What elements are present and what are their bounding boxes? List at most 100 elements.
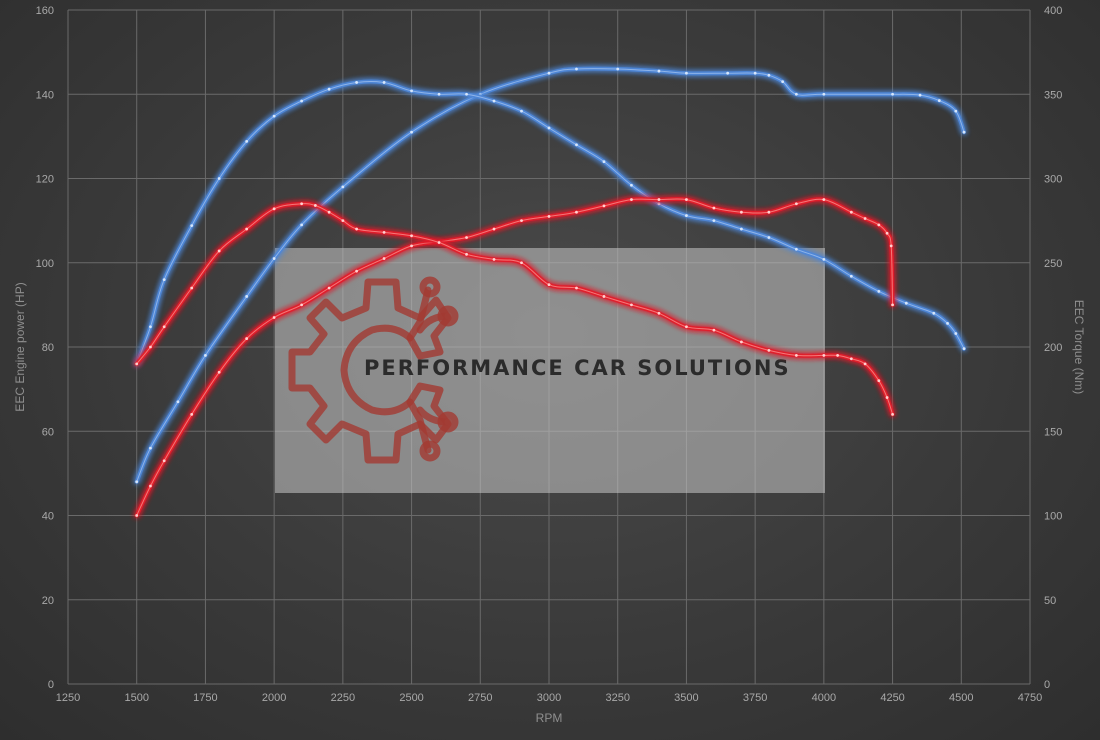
data-point <box>162 459 166 463</box>
series-3-red-right <box>134 201 895 417</box>
data-point <box>245 227 249 231</box>
data-point <box>657 202 661 206</box>
data-point <box>767 73 771 77</box>
data-point <box>272 257 276 260</box>
y-left-tick-label: 100 <box>36 258 54 270</box>
data-point <box>190 413 194 416</box>
series-layer <box>134 66 966 518</box>
y-left-tick-label: 120 <box>36 174 54 186</box>
data-point <box>657 69 661 73</box>
data-point <box>575 143 578 147</box>
data-point <box>313 204 317 207</box>
data-point <box>822 257 826 261</box>
data-point <box>740 340 743 344</box>
x-tick-label: 3250 <box>605 692 629 704</box>
data-point <box>712 219 716 223</box>
data-point <box>355 81 358 84</box>
data-point <box>836 354 839 357</box>
x-tick-label: 1500 <box>124 692 148 704</box>
data-point <box>904 301 908 305</box>
y-right-tick-label: 150 <box>1044 426 1062 438</box>
data-point <box>877 379 881 383</box>
data-point <box>918 93 922 97</box>
data-point <box>849 357 853 361</box>
data-point <box>891 303 894 307</box>
x-tick-label: 1250 <box>56 692 80 704</box>
watermark: PERFORMANCE CAR SOLUTIONS <box>275 248 825 493</box>
data-point <box>492 99 496 103</box>
data-point <box>657 198 661 201</box>
data-point <box>547 126 551 130</box>
data-point <box>492 227 496 231</box>
data-point <box>300 303 304 307</box>
data-point <box>630 198 633 201</box>
data-point <box>300 99 304 103</box>
data-point <box>204 354 207 357</box>
data-point <box>932 311 936 315</box>
data-point <box>863 217 867 220</box>
data-point <box>767 210 771 214</box>
data-point <box>877 223 881 227</box>
series-0-blue-left <box>134 66 966 484</box>
data-point <box>149 446 152 450</box>
data-point <box>781 80 785 84</box>
data-point <box>327 87 331 91</box>
data-point <box>382 257 386 260</box>
x-tick-label: 3500 <box>674 692 698 704</box>
data-point <box>272 207 276 211</box>
data-point <box>410 244 413 248</box>
data-point <box>341 185 345 189</box>
y-left-tick-label: 80 <box>42 342 54 354</box>
data-point <box>794 92 798 96</box>
data-point <box>863 362 867 366</box>
x-tick-label: 1750 <box>193 692 217 704</box>
data-point <box>657 311 661 315</box>
data-point <box>465 92 468 96</box>
axis-ticks: 1250 1500 1750 2000 2250 2500 2750 3000 3250 3500… <box>36 5 1063 704</box>
data-point <box>245 337 249 340</box>
data-point <box>767 236 771 239</box>
y-left-tick-label: 140 <box>36 89 54 101</box>
data-point <box>382 231 386 234</box>
data-point <box>547 215 551 218</box>
data-point <box>712 328 716 332</box>
data-point <box>149 325 152 329</box>
data-point <box>685 325 688 329</box>
y-left-tick-label: 0 <box>48 679 54 691</box>
x-tick-label: 4750 <box>1018 692 1042 704</box>
y-axis-right-label: EEC Torque (Nm) <box>1072 300 1086 394</box>
data-point <box>954 332 958 335</box>
y-left-tick-label: 20 <box>42 595 54 607</box>
data-point <box>602 295 606 298</box>
data-point <box>341 219 345 223</box>
series-line-highlight <box>136 68 965 482</box>
data-point <box>740 210 743 214</box>
data-point <box>410 130 413 134</box>
x-tick-label: 3750 <box>743 692 767 704</box>
x-tick-label: 2250 <box>331 692 355 704</box>
data-point <box>616 67 620 71</box>
y-left-tick-label: 40 <box>42 511 54 523</box>
data-point <box>176 400 180 404</box>
data-point <box>630 303 633 307</box>
data-point <box>272 114 276 118</box>
data-point <box>937 99 941 102</box>
x-tick-label: 2500 <box>399 692 423 704</box>
data-point <box>575 286 578 290</box>
data-point <box>602 204 606 208</box>
data-point <box>149 484 152 488</box>
y-right-tick-label: 300 <box>1044 174 1062 186</box>
data-point <box>217 177 221 180</box>
data-point <box>492 257 496 261</box>
data-point <box>547 283 551 287</box>
data-point <box>190 224 194 228</box>
gear-circuit-logo-icon <box>288 276 459 464</box>
data-point <box>726 71 730 75</box>
data-point <box>300 223 304 227</box>
data-point <box>410 234 413 238</box>
data-point <box>272 316 276 319</box>
data-point <box>685 71 688 75</box>
data-point <box>465 236 468 239</box>
data-point <box>437 241 441 244</box>
